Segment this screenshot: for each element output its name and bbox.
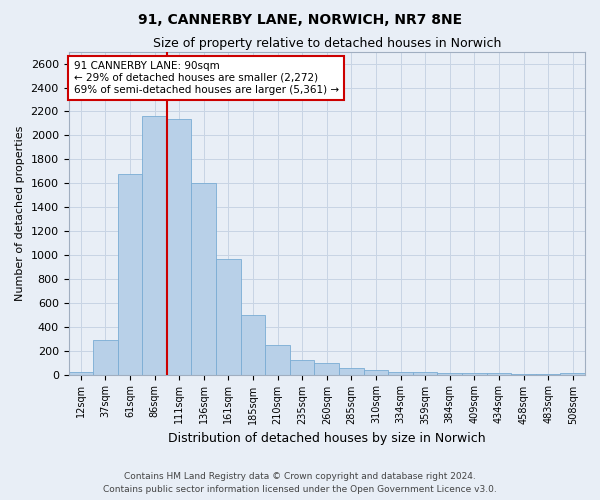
Bar — [437, 373, 462, 374]
Bar — [93, 340, 118, 374]
Text: 91, CANNERBY LANE, NORWICH, NR7 8NE: 91, CANNERBY LANE, NORWICH, NR7 8NE — [138, 12, 462, 26]
Bar — [339, 368, 364, 374]
Bar — [68, 372, 93, 374]
Text: Contains public sector information licensed under the Open Government Licence v3: Contains public sector information licen… — [103, 486, 497, 494]
Title: Size of property relative to detached houses in Norwich: Size of property relative to detached ho… — [152, 38, 501, 51]
Bar — [364, 370, 388, 374]
Text: 91 CANNERBY LANE: 90sqm
← 29% of detached houses are smaller (2,272)
69% of semi: 91 CANNERBY LANE: 90sqm ← 29% of detache… — [74, 62, 339, 94]
Y-axis label: Number of detached properties: Number of detached properties — [15, 126, 25, 301]
Bar — [118, 174, 142, 374]
Text: Contains HM Land Registry data © Crown copyright and database right 2024.: Contains HM Land Registry data © Crown c… — [124, 472, 476, 481]
Bar — [142, 116, 167, 374]
Bar — [290, 360, 314, 374]
Bar — [314, 362, 339, 374]
Bar — [167, 118, 191, 374]
Bar — [241, 315, 265, 374]
Bar — [216, 258, 241, 374]
Bar — [191, 183, 216, 374]
Bar — [265, 346, 290, 374]
Bar — [413, 372, 437, 374]
Bar — [388, 372, 413, 374]
X-axis label: Distribution of detached houses by size in Norwich: Distribution of detached houses by size … — [168, 432, 485, 445]
